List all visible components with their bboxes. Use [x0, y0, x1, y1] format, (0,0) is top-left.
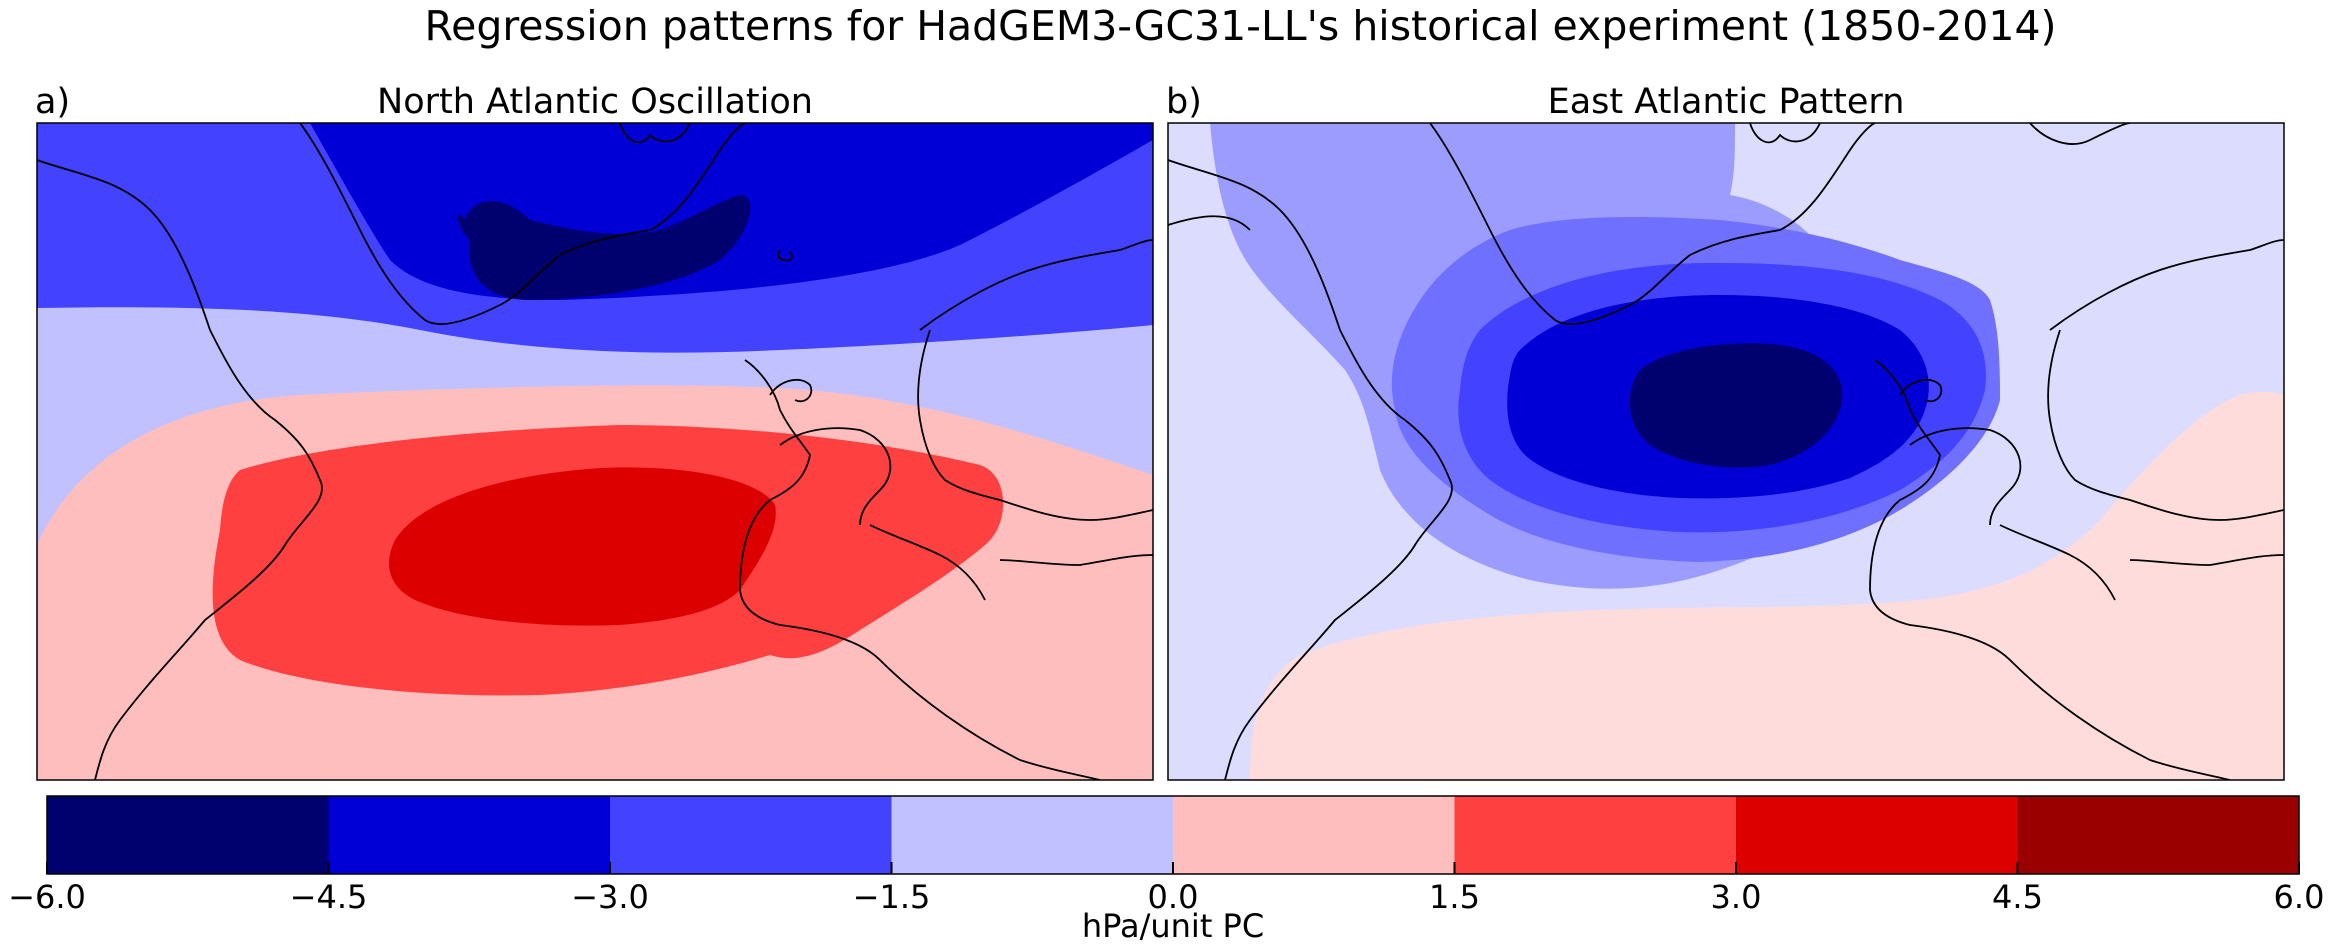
colorbar-tick-label: 4.5: [1992, 878, 2043, 916]
panel-a-frame: [36, 122, 1154, 781]
nao-contour-band-3-to-4.5: [389, 467, 776, 626]
colorbar-segments: [47, 796, 2299, 874]
colorbar-tick-label: −1.5: [853, 878, 931, 916]
colorbar-segment: [610, 796, 892, 874]
figure-title: Regression patterns for HadGEM3-GC31-LL'…: [424, 2, 2057, 50]
colorbar-tick-label: 0.0: [1148, 878, 1199, 916]
panel-b-title: East Atlantic Pattern: [1548, 82, 1905, 122]
colorbar-tick-label: 3.0: [1711, 878, 1762, 916]
panel-a-coastlines: [37, 123, 1153, 780]
eap-contour-band-0-to-1.5: [1250, 391, 2284, 780]
colorbar-tick-label: −3.0: [571, 878, 649, 916]
panel-a-title: North Atlantic Oscillation: [377, 82, 813, 122]
panel-b-label: b): [1166, 82, 1202, 122]
panel-a-label: a): [35, 82, 70, 122]
panel-a-map: [37, 123, 1153, 780]
colorbar-segment: [328, 796, 610, 874]
colorbar-label: hPa/unit PC: [1082, 907, 1264, 945]
colorbar-tick-label: −6.0: [8, 878, 86, 916]
panel-b-map: [1168, 123, 2284, 780]
colorbar-tick-label: 6.0: [2274, 878, 2325, 916]
colorbar-ticks: −6.0 −4.5 −3.0 −1.5 0.0 1.5 3.0 4.5 6.0: [8, 862, 2324, 916]
colorbar-tick-label: −4.5: [290, 878, 368, 916]
colorbar-tick-label: 1.5: [1429, 878, 1480, 916]
colorbar-segment: [1173, 796, 1455, 874]
nao-contour-band-neg6-to-neg4.5: [458, 195, 751, 300]
colorbar-segment: [1736, 796, 2018, 874]
colorbar-segment: [1454, 796, 1736, 874]
colorbar-segment: [891, 796, 1173, 874]
colorbar-segment: [47, 796, 329, 874]
panel-b-frame: [1167, 122, 2285, 781]
eap-contour-band-core: [1629, 343, 1843, 468]
panel-b-coastlines: [1168, 123, 2284, 780]
colorbar-segment: [2017, 796, 2299, 874]
